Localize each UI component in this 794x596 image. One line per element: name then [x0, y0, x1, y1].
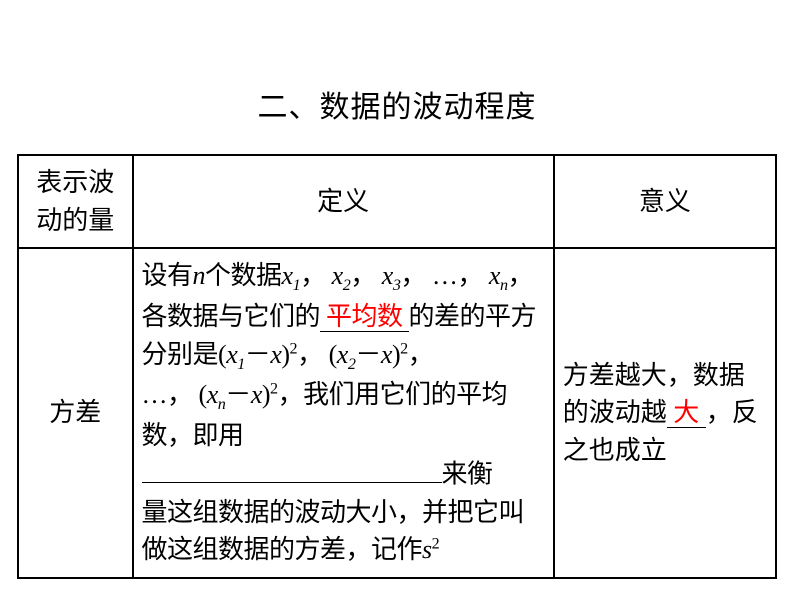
var-x: x: [226, 340, 237, 369]
minus: －: [245, 340, 271, 369]
comma: ，: [508, 261, 534, 290]
var-x: x: [251, 380, 262, 409]
comma: ，: [297, 340, 323, 369]
answer-mean: 平均数: [326, 302, 403, 331]
sub-n: n: [500, 278, 508, 295]
lpar: (: [329, 340, 337, 369]
slide: 二、数据的波动程度 表示波动的量 定义 意义 方差 设有n个数据x1， x2， …: [0, 0, 794, 596]
definition-cell: 设有n个数据x1， x2， x3， …， xn， 各数据与它们的 平均数 的差的…: [133, 248, 554, 578]
blank-underline: 大: [667, 398, 706, 428]
def-text: 设有: [142, 261, 193, 290]
header-col2: 定义: [133, 155, 554, 248]
sub-1: 1: [237, 356, 245, 373]
comma: ，: [167, 380, 193, 409]
var-x: x: [382, 261, 393, 290]
var-x: x: [207, 380, 218, 409]
comma: ，: [300, 261, 326, 290]
def-text: 量这组数据的波动大小，并把它叫做这组数据的方差，记作: [142, 498, 525, 565]
comma: ，: [350, 261, 376, 290]
variance-table: 表示波动的量 定义 意义 方差 设有n个数据x1， x2， x3， …， xn，…: [17, 154, 777, 579]
var-x: x: [337, 340, 348, 369]
minus: －: [225, 380, 251, 409]
var-n: n: [193, 261, 206, 290]
def-text: 各数据与它们的: [142, 302, 321, 331]
comma: ，: [278, 380, 304, 409]
sq: 2: [270, 381, 278, 398]
dots: …: [432, 261, 458, 290]
meaning-cell: 方差越大，数据的波动越 大 ，反之也成立: [554, 248, 776, 578]
comma: ，: [400, 261, 426, 290]
table-header-row: 表示波动的量 定义 意义: [18, 155, 776, 248]
var-x: x: [270, 340, 281, 369]
answer-big: 大: [673, 398, 699, 427]
var-s: s: [422, 535, 432, 564]
var-x: x: [282, 261, 293, 290]
var-x: x: [381, 340, 392, 369]
dots: …: [142, 380, 168, 409]
var-x: x: [332, 261, 343, 290]
header-col3: 意义: [554, 155, 776, 248]
def-text: 我们用它们的平均数，即用: [142, 380, 508, 450]
table-body-row: 方差 设有n个数据x1， x2， x3， …， xn， 各数据与它们的 平均数 …: [18, 248, 776, 578]
def-text: 个数据: [205, 261, 282, 290]
blank-underline: 平均数: [320, 302, 409, 332]
lpar: (: [218, 340, 226, 369]
sub-1: 1: [293, 278, 301, 295]
sq: 2: [400, 340, 408, 357]
var-x: x: [489, 261, 500, 290]
minus: －: [355, 340, 381, 369]
comma: ，: [408, 340, 434, 369]
lpar: (: [199, 380, 207, 409]
def-text: 来衡: [442, 460, 493, 489]
rpar: ): [392, 340, 400, 369]
formula-blank: [142, 454, 442, 483]
row-label: 方差: [18, 248, 133, 578]
sq: 2: [290, 340, 298, 357]
sq: 2: [432, 536, 440, 553]
rpar: ): [262, 380, 270, 409]
slide-title: 二、数据的波动程度: [0, 0, 794, 154]
comma: ，: [457, 261, 483, 290]
header-col1: 表示波动的量: [18, 155, 133, 248]
rpar: ): [281, 340, 289, 369]
